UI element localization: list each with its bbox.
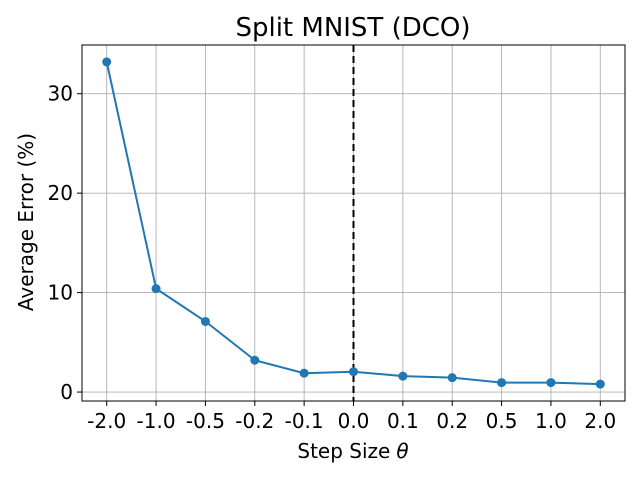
x-tick-label: 0.5 xyxy=(486,409,518,433)
data-point xyxy=(546,378,556,388)
x-tick-label: -1.0 xyxy=(137,409,176,433)
chart-title: Split MNIST (DCO) xyxy=(235,13,470,43)
data-point xyxy=(200,316,210,326)
x-tick-label: -0.1 xyxy=(285,409,324,433)
y-tick-label: 30 xyxy=(48,82,73,106)
x-tick-label: 1.0 xyxy=(535,409,567,433)
data-point xyxy=(497,378,507,388)
data-point xyxy=(299,368,309,378)
data-point xyxy=(349,367,358,377)
y-tick-label: 0 xyxy=(60,380,73,404)
x-tick-label: 0.2 xyxy=(436,409,468,433)
data-point xyxy=(151,284,161,294)
y-tick-label: 10 xyxy=(48,281,73,305)
x-tick-label: 0.0 xyxy=(338,409,370,433)
data-point xyxy=(447,373,457,383)
data-series xyxy=(102,57,605,389)
y-axis-ticks: 0 10 20 30 xyxy=(48,82,82,404)
y-axis-label: Average Error (%) xyxy=(14,133,38,311)
data-point xyxy=(398,371,408,381)
data-point xyxy=(102,57,112,67)
x-tick-label: 2.0 xyxy=(584,409,616,433)
x-axis-ticks: -2.0 -1.0 -0.5 -0.2 -0.1 0.0 0.1 0.2 0.5 1.0 2.0 xyxy=(87,401,616,433)
data-point xyxy=(250,355,260,365)
x-axis-label: Step Size θ xyxy=(297,439,408,463)
x-axis-label-symbol: θ xyxy=(396,439,408,463)
x-tick-label: -0.2 xyxy=(235,409,274,433)
y-tick-label: 20 xyxy=(48,181,73,205)
x-axis-label-text: Step Size xyxy=(297,439,390,463)
x-tick-label: 0.1 xyxy=(387,409,419,433)
data-point xyxy=(595,379,605,389)
x-tick-label: -2.0 xyxy=(87,409,126,433)
x-tick-label: -0.5 xyxy=(186,409,225,433)
